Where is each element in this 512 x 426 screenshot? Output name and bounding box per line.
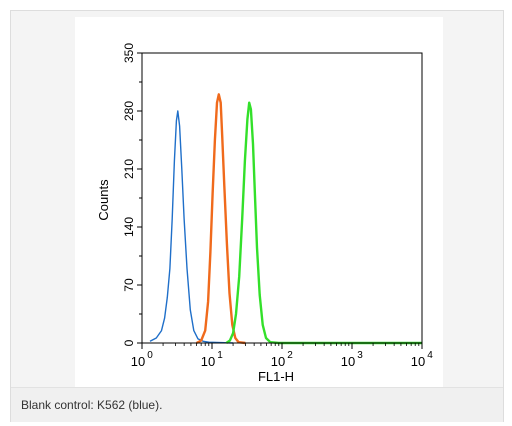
x-tick-exponent-3: 3 <box>357 350 363 361</box>
x-tick-label-0: 10 <box>131 354 145 369</box>
x-tick-label-2: 10 <box>271 354 285 369</box>
x-tick-exponent-0: 0 <box>147 350 153 361</box>
series-line-2 <box>225 101 422 345</box>
x-tick-exponent-1: 1 <box>217 350 223 361</box>
y-tick-label-1: 70 <box>122 278 136 292</box>
caption-bar: Blank control: K562 (blue). <box>11 387 503 422</box>
x-tick-exponent-4: 4 <box>427 350 433 361</box>
y-tick-label-0: 0 <box>122 339 136 346</box>
y-tick-label-2: 140 <box>122 217 136 237</box>
figure-caption: Blank control: K562 (blue). <box>21 398 163 412</box>
x-tick-label-4: 10 <box>411 354 425 369</box>
plot-frame <box>141 52 423 344</box>
series-line-0 <box>149 110 234 344</box>
figure-image-area: 0 70 140 210 280 350 10 0 10 1 10 2 10 3 10 4 FL1-H Count… <box>11 11 503 387</box>
y-tick-label-3: 210 <box>122 159 136 179</box>
histogram-image: 0 70 140 210 280 350 10 0 10 1 10 2 10 3 10 4 FL1-H Count… <box>75 17 443 387</box>
y-tick-label-5: 350 <box>122 43 136 63</box>
y-tick-label-4: 280 <box>122 101 136 121</box>
y-axis-label: Counts <box>96 179 111 221</box>
x-tick-label-1: 10 <box>201 354 215 369</box>
series-line-1 <box>195 93 246 345</box>
figure-frame: 0 70 140 210 280 350 10 0 10 1 10 2 10 3 10 4 FL1-H Count… <box>10 10 504 422</box>
x-tick-label-3: 10 <box>341 354 355 369</box>
x-axis-label: FL1-H <box>258 369 294 384</box>
x-tick-exponent-2: 2 <box>287 350 293 361</box>
